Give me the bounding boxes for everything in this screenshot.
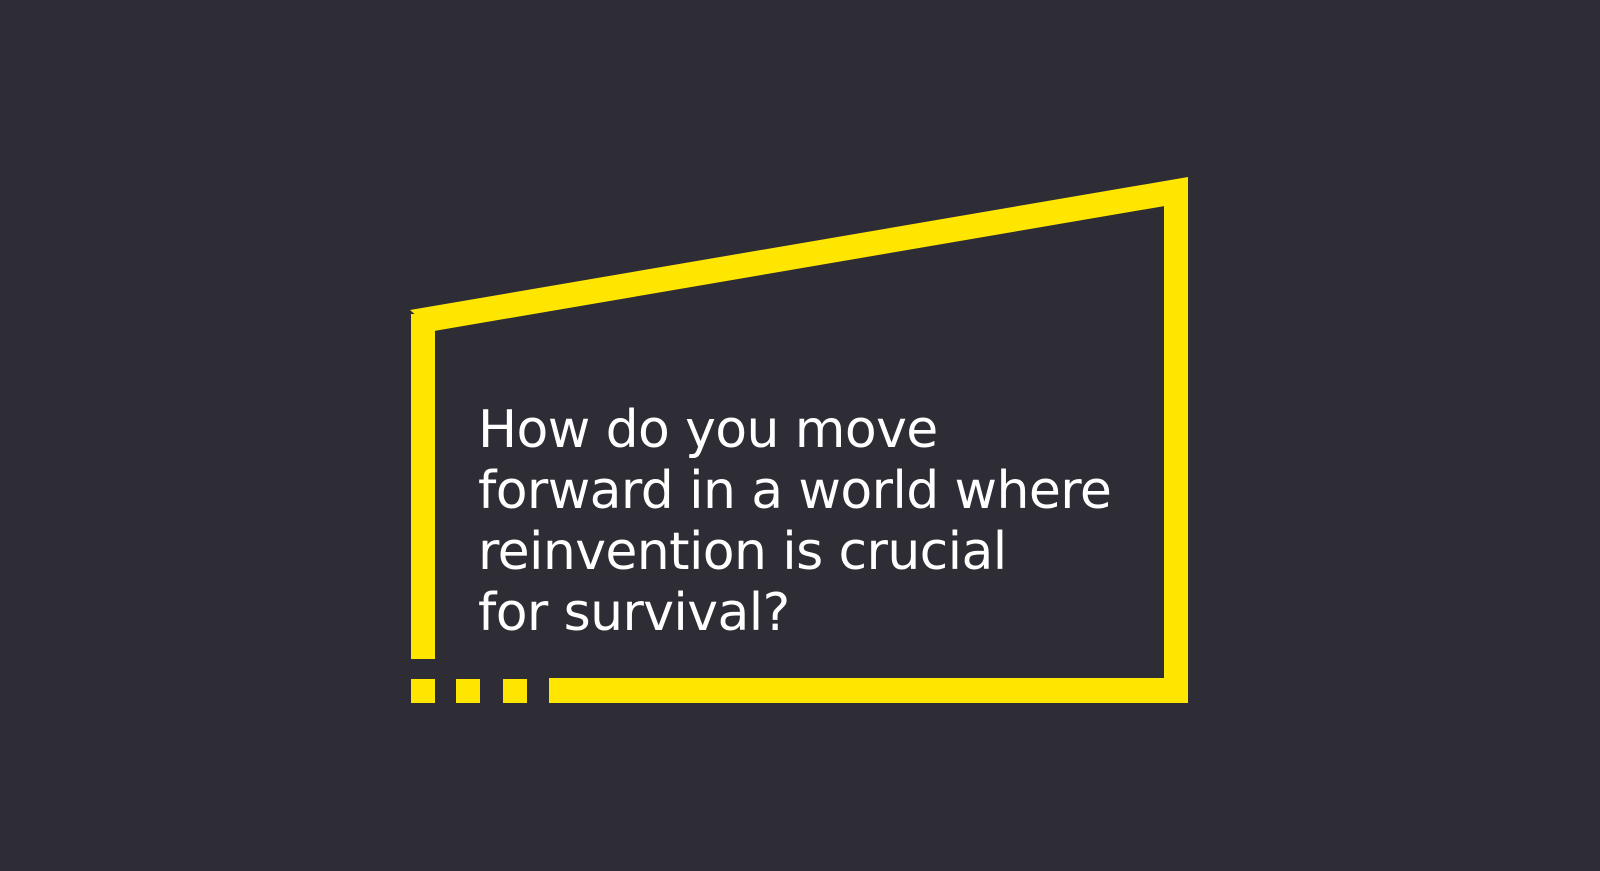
headline-question: How do you move forward in a world where… [478, 400, 1112, 644]
frame-dash-3 [503, 679, 527, 703]
headline-line-4: for survival? [478, 583, 790, 643]
frame-top-beam [410, 177, 1188, 331]
headline-line-1: How do you move [478, 400, 938, 460]
frame-left-side [411, 314, 435, 659]
headline-line-3: reinvention is crucial [478, 522, 1007, 582]
frame-bottom-bar [549, 678, 1188, 703]
frame-dash-1 [411, 679, 435, 703]
frame-dash-2 [456, 679, 480, 703]
frame-right-side [1164, 195, 1188, 703]
headline-line-2: forward in a world where [478, 461, 1112, 521]
